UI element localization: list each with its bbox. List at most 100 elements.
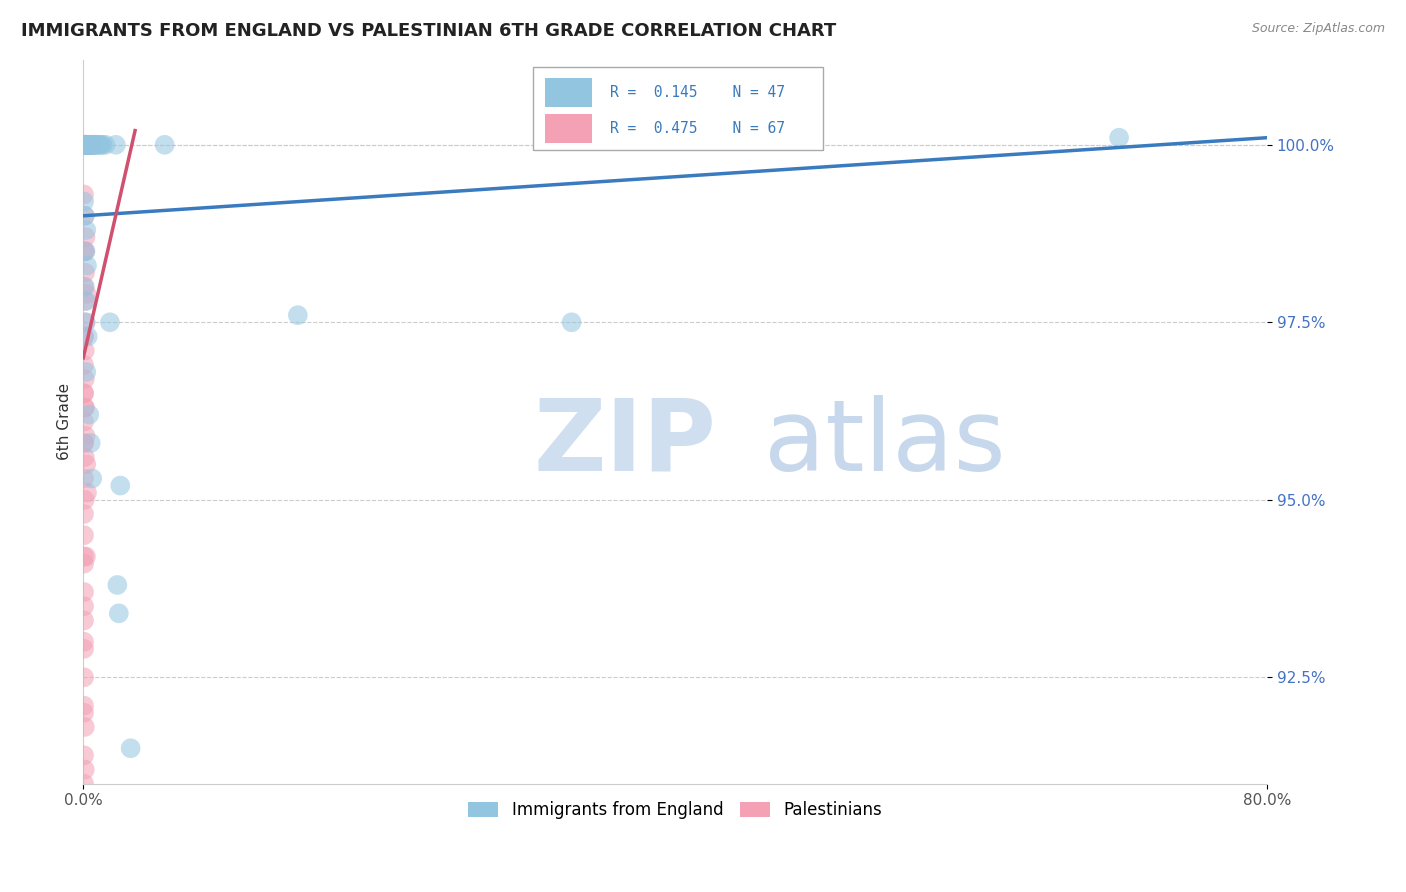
Point (82, 137, 104, 152)
Point (84, 137, 107, 152)
Point (73, 358, 96, 372)
Point (76, 329, 98, 343)
Point (75, 549, 97, 564)
Point (153, 137, 176, 152)
Point (73, 209, 96, 223)
Point (73, 293, 96, 308)
Point (83, 137, 105, 152)
Point (73, 748, 96, 763)
Point (73, 137, 96, 152)
Y-axis label: 6th Grade: 6th Grade (58, 383, 72, 460)
Point (73, 137, 96, 152)
Point (75, 137, 97, 152)
Point (73, 436, 96, 450)
Point (76, 137, 98, 152)
Point (73, 614, 96, 628)
Point (77, 137, 100, 152)
Point (83, 137, 105, 152)
Point (75, 137, 97, 152)
Point (73, 528, 96, 542)
Point (75, 137, 97, 152)
FancyBboxPatch shape (533, 67, 823, 150)
Point (79, 137, 101, 152)
Point (80, 137, 103, 152)
Point (80, 137, 103, 152)
Point (73, 471, 96, 485)
Point (73, 549, 96, 564)
Point (73, 557, 96, 571)
Point (82, 471, 104, 485)
Point (73, 386, 96, 401)
Point (73, 187, 96, 202)
Point (98, 315, 121, 329)
Point (73, 507, 96, 521)
Point (73, 244, 96, 259)
Point (73, 585, 96, 599)
Point (73, 280, 96, 294)
Point (73, 670, 96, 684)
Point (77, 408, 100, 422)
Point (77, 137, 100, 152)
Point (73, 599, 96, 614)
Point (76, 137, 98, 152)
Point (73, 137, 96, 152)
Point (75, 230, 97, 244)
Point (75, 137, 97, 152)
Point (75, 266, 97, 280)
Point (73, 436, 96, 450)
Point (75, 137, 97, 152)
Point (90, 137, 112, 152)
Point (80, 137, 103, 152)
Point (76, 259, 98, 273)
Point (73, 698, 96, 713)
Point (94, 137, 117, 152)
Point (75, 223, 97, 237)
Point (73, 194, 96, 209)
Point (76, 485, 98, 500)
Legend: Immigrants from England, Palestinians: Immigrants from England, Palestinians (461, 795, 889, 826)
Point (75, 137, 97, 152)
Point (73, 401, 96, 415)
Text: atlas: atlas (763, 395, 1005, 491)
Point (73, 372, 96, 386)
Point (73, 777, 96, 791)
Point (73, 720, 96, 734)
Point (91, 137, 114, 152)
Point (105, 578, 128, 592)
Point (73, 386, 96, 401)
Point (87, 137, 110, 152)
Text: Source: ZipAtlas.com: Source: ZipAtlas.com (1251, 22, 1385, 36)
Point (79, 137, 101, 152)
Point (73, 415, 96, 429)
Point (73, 280, 96, 294)
Point (80, 137, 103, 152)
Point (79, 137, 101, 152)
Point (82, 137, 104, 152)
Text: R =  0.475    N = 67: R = 0.475 N = 67 (610, 121, 785, 136)
FancyBboxPatch shape (546, 114, 592, 143)
Text: R =  0.145    N = 47: R = 0.145 N = 47 (610, 85, 785, 100)
Point (76, 137, 98, 152)
Point (77, 137, 100, 152)
Point (77, 137, 100, 152)
Point (75, 137, 97, 152)
FancyBboxPatch shape (546, 78, 592, 107)
Point (73, 706, 96, 720)
Point (75, 457, 97, 471)
Point (77, 137, 100, 152)
Point (73, 343, 96, 358)
Point (76, 286, 98, 301)
Point (110, 478, 132, 492)
Point (75, 137, 97, 152)
Point (561, 315, 583, 329)
Point (75, 315, 97, 329)
Point (73, 137, 96, 152)
Point (73, 137, 96, 152)
Point (76, 137, 98, 152)
Point (73, 634, 96, 648)
Point (86, 137, 108, 152)
Point (120, 741, 142, 756)
Point (73, 641, 96, 656)
Point (75, 315, 97, 329)
Text: IMMIGRANTS FROM ENGLAND VS PALESTINIAN 6TH GRADE CORRELATION CHART: IMMIGRANTS FROM ENGLAND VS PALESTINIAN 6… (21, 22, 837, 40)
